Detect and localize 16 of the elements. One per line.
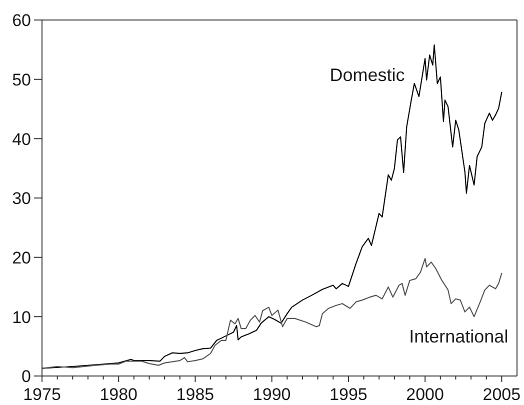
x-tick-label: 1975 (23, 385, 61, 404)
y-tick-label: 20 (12, 248, 31, 268)
series-label: Domestic (330, 64, 405, 85)
x-tick-label: 1995 (330, 385, 368, 404)
x-tick-label: 2005 (482, 385, 521, 404)
x-tick-label: 2000 (406, 385, 444, 404)
y-tick-label: 10 (12, 308, 31, 327)
x-tick-label: 1980 (100, 385, 138, 404)
y-tick-label: 60 (12, 11, 31, 30)
x-tick-label: 1985 (176, 385, 214, 404)
y-tick-label: 0 (22, 367, 31, 386)
x-tick-label: 1990 (252, 385, 291, 404)
y-tick-label: 30 (12, 189, 31, 208)
y-tick-label: 50 (12, 70, 31, 90)
series-label: International (409, 326, 508, 346)
y-tick-label: 40 (12, 130, 31, 149)
